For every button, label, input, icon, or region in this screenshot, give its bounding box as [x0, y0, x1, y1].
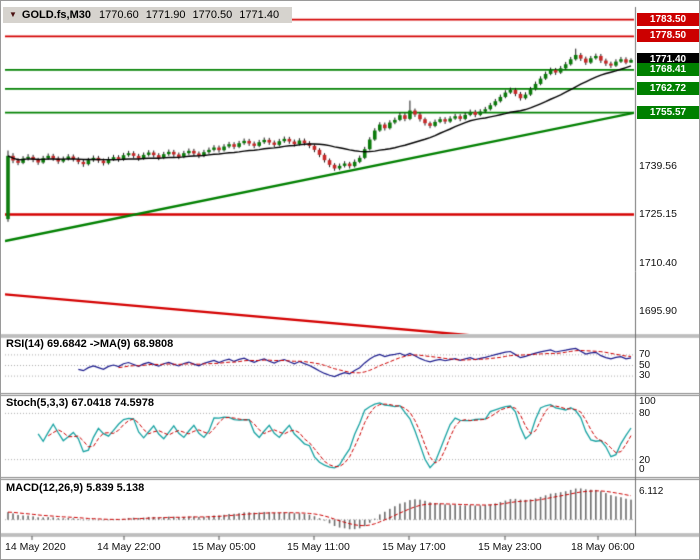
- stoch-scale-label: 100: [639, 396, 656, 407]
- time-axis-label: 15 May 23:00: [478, 541, 542, 553]
- ohlc-close: 1771.40: [239, 9, 280, 21]
- stoch-scale-label: 20: [639, 455, 651, 466]
- ohlc-expander-icon[interactable]: ▼: [9, 10, 17, 19]
- time-axis-label: 15 May 11:00: [287, 541, 350, 553]
- stoch-label: Stoch(5,3,3) 67.0418 74.5978: [6, 397, 154, 409]
- rsi-scale-label: 30: [639, 370, 651, 381]
- stoch-scale-label: 0: [639, 464, 645, 475]
- stoch-scale-label: 80: [639, 408, 651, 419]
- ohlc-open: 1770.60: [99, 9, 139, 21]
- price-axis-tick: 1710.40: [639, 257, 677, 269]
- price-tag-support: 1768.41: [637, 63, 699, 76]
- price-tag-resistance: 1783.50: [637, 13, 699, 26]
- rsi-label: RSI(14) 69.6842 ->MA(9) 68.9808: [6, 338, 174, 350]
- time-axis-label: 15 May 17:00: [382, 541, 446, 553]
- time-axis-label: 15 May 05:00: [192, 541, 256, 553]
- ohlc-high: 1771.90: [145, 9, 186, 21]
- chart-symbol-label: GOLD.fs,M30: [21, 9, 91, 21]
- time-axis-label: 18 May 06:00: [571, 541, 635, 553]
- time-axis-label: 14 May 2020: [5, 541, 66, 553]
- macd-label: MACD(12,26,9) 5.839 5.138: [6, 482, 145, 494]
- macd-scale-label: 6.112: [639, 486, 664, 497]
- price-axis-tick: 1739.56: [639, 160, 677, 172]
- price-tag-resistance: 1778.50: [637, 29, 699, 42]
- price-tag-current: 1771.40: [637, 53, 699, 66]
- time-axis-label: 14 May 22:00: [97, 541, 161, 553]
- chart-title-bar: ▼ GOLD.fs,M30 1770.60 1771.90 1770.50 17…: [3, 7, 293, 23]
- ohlc-low: 1770.50: [192, 9, 233, 21]
- rsi-scale-label: 50: [639, 360, 651, 371]
- price-axis-tick: 1695.90: [639, 305, 677, 317]
- price-tag-support: 1755.57: [637, 106, 699, 119]
- rsi-scale-label: 70: [639, 349, 651, 360]
- price-axis-tick: 1725.15: [639, 208, 677, 220]
- price-tag-support: 1762.72: [637, 82, 699, 95]
